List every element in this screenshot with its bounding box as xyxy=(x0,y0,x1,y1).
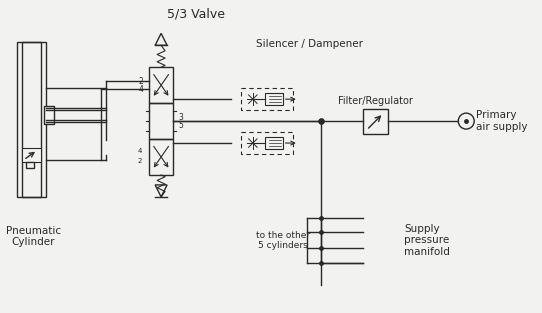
Text: 5/3 Valve: 5/3 Valve xyxy=(167,8,225,21)
Bar xyxy=(22,148,41,162)
Bar xyxy=(265,93,283,105)
Text: 4: 4 xyxy=(139,85,144,94)
Text: 2: 2 xyxy=(138,158,143,164)
Circle shape xyxy=(458,113,474,129)
Bar xyxy=(149,67,173,103)
Bar xyxy=(44,106,54,124)
Bar xyxy=(22,42,41,197)
Text: 5: 5 xyxy=(179,121,184,130)
Bar xyxy=(265,137,283,149)
Bar xyxy=(16,42,47,197)
Bar xyxy=(241,132,293,154)
Text: Supply
pressure
manifold: Supply pressure manifold xyxy=(404,224,450,257)
Text: Pneumatic
Cylinder: Pneumatic Cylinder xyxy=(6,226,61,247)
Text: to the other
5 cylinders: to the other 5 cylinders xyxy=(256,231,310,250)
Text: Primary
air supply: Primary air supply xyxy=(476,110,528,132)
Text: 4: 4 xyxy=(138,148,143,154)
Text: Filter/Regulator: Filter/Regulator xyxy=(338,96,413,106)
Bar xyxy=(149,139,173,175)
Bar xyxy=(363,109,388,134)
Text: Silencer / Dampener: Silencer / Dampener xyxy=(256,39,363,49)
Text: 2: 2 xyxy=(139,77,144,86)
Bar xyxy=(241,88,293,110)
Text: 3: 3 xyxy=(179,113,184,122)
Bar xyxy=(27,162,35,168)
Bar xyxy=(149,103,173,139)
